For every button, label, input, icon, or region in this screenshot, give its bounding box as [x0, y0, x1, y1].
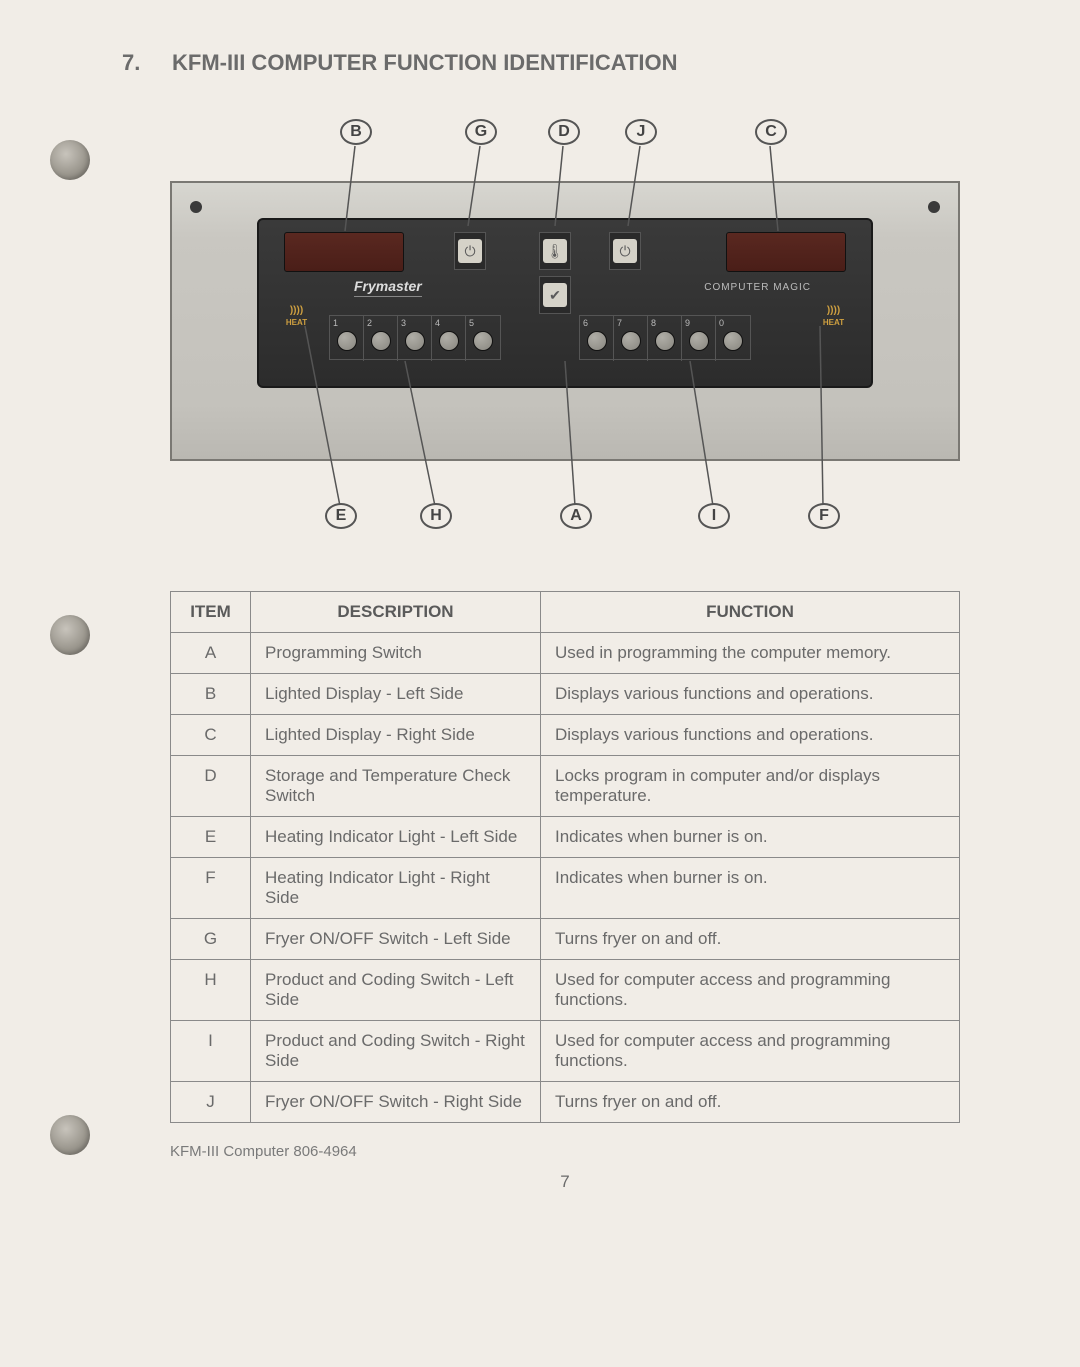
- cell-description: Heating Indicator Light - Left Side: [251, 817, 541, 858]
- callout-c: C: [755, 119, 787, 145]
- cell-description: Heating Indicator Light - Right Side: [251, 858, 541, 919]
- callout-d: D: [548, 119, 580, 145]
- cell-function: Indicates when burner is on.: [541, 817, 960, 858]
- control-panel-diagram: Frymaster COMPUTER MAGIC )))) HEAT )))) …: [170, 111, 960, 531]
- table-row: DStorage and Temperature Check SwitchLoc…: [171, 756, 960, 817]
- page-header: 7. KFM-III COMPUTER FUNCTION IDENTIFICAT…: [122, 50, 1020, 76]
- col-description: DESCRIPTION: [251, 592, 541, 633]
- cell-item: J: [171, 1082, 251, 1123]
- cell-function: Turns fryer on and off.: [541, 919, 960, 960]
- punch-hole: [50, 615, 90, 655]
- callout-h: H: [420, 503, 452, 529]
- table-row: GFryer ON/OFF Switch - Left SideTurns fr…: [171, 919, 960, 960]
- cell-function: Used in programming the computer memory.: [541, 633, 960, 674]
- cell-description: Fryer ON/OFF Switch - Right Side: [251, 1082, 541, 1123]
- col-function: FUNCTION: [541, 592, 960, 633]
- cell-item: H: [171, 960, 251, 1021]
- cell-description: Lighted Display - Right Side: [251, 715, 541, 756]
- cell-function: Displays various functions and operation…: [541, 715, 960, 756]
- cell-description: Product and Coding Switch - Left Side: [251, 960, 541, 1021]
- cell-item: E: [171, 817, 251, 858]
- callout-b: B: [340, 119, 372, 145]
- footer-doc-id: KFM-III Computer 806-4964: [170, 1143, 960, 1160]
- cell-function: Used for computer access and programming…: [541, 1021, 960, 1082]
- cell-item: F: [171, 858, 251, 919]
- table-row: BLighted Display - Left SideDisplays var…: [171, 674, 960, 715]
- punch-hole: [50, 1115, 90, 1155]
- col-item: ITEM: [171, 592, 251, 633]
- callout-i: I: [698, 503, 730, 529]
- cell-description: Lighted Display - Left Side: [251, 674, 541, 715]
- table-row: EHeating Indicator Light - Left SideIndi…: [171, 817, 960, 858]
- cell-item: A: [171, 633, 251, 674]
- table-row: JFryer ON/OFF Switch - Right SideTurns f…: [171, 1082, 960, 1123]
- callout-lines: [170, 111, 960, 531]
- cell-function: Indicates when burner is on.: [541, 858, 960, 919]
- callout-e: E: [325, 503, 357, 529]
- cell-item: B: [171, 674, 251, 715]
- cell-item: G: [171, 919, 251, 960]
- cell-description: Storage and Temperature Check Switch: [251, 756, 541, 817]
- cell-function: Turns fryer on and off.: [541, 1082, 960, 1123]
- table-row: FHeating Indicator Light - Right SideInd…: [171, 858, 960, 919]
- table-row: IProduct and Coding Switch - Right SideU…: [171, 1021, 960, 1082]
- punch-hole: [50, 140, 90, 180]
- cell-item: D: [171, 756, 251, 817]
- callout-j: J: [625, 119, 657, 145]
- cell-function: Locks program in computer and/or display…: [541, 756, 960, 817]
- page-title: KFM-III COMPUTER FUNCTION IDENTIFICATION: [172, 50, 678, 76]
- callout-g: G: [465, 119, 497, 145]
- cell-description: Programming Switch: [251, 633, 541, 674]
- callout-a: A: [560, 503, 592, 529]
- section-number: 7.: [122, 50, 152, 76]
- callout-f: F: [808, 503, 840, 529]
- cell-function: Displays various functions and operation…: [541, 674, 960, 715]
- table-row: AProgramming SwitchUsed in programming t…: [171, 633, 960, 674]
- table-row: CLighted Display - Right SideDisplays va…: [171, 715, 960, 756]
- cell-item: I: [171, 1021, 251, 1082]
- cell-item: C: [171, 715, 251, 756]
- cell-function: Used for computer access and programming…: [541, 960, 960, 1021]
- table-row: HProduct and Coding Switch - Left SideUs…: [171, 960, 960, 1021]
- function-table: ITEM DESCRIPTION FUNCTION AProgramming S…: [170, 591, 960, 1123]
- cell-description: Product and Coding Switch - Right Side: [251, 1021, 541, 1082]
- page-number: 7: [110, 1172, 1020, 1192]
- cell-description: Fryer ON/OFF Switch - Left Side: [251, 919, 541, 960]
